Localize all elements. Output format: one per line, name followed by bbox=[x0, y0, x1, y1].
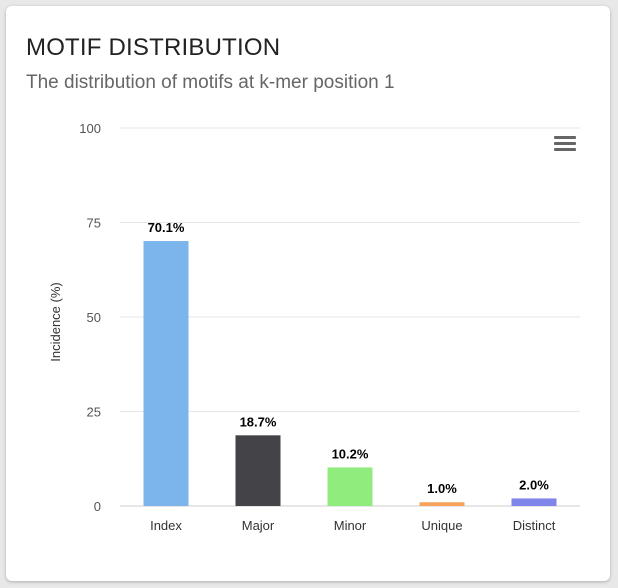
data-label: 1.0% bbox=[427, 481, 457, 496]
bar-series bbox=[143, 241, 557, 506]
menu-line bbox=[554, 148, 576, 151]
data-label: 18.7% bbox=[240, 414, 277, 429]
menu-line bbox=[554, 142, 576, 145]
bar-distinct[interactable] bbox=[511, 498, 557, 506]
chart-card: MOTIF DISTRIBUTION The distribution of m… bbox=[6, 6, 610, 581]
x-tick-label: Distinct bbox=[513, 518, 556, 533]
y-axis-label: Incidence (%) bbox=[48, 282, 63, 361]
y-tick-label: 0 bbox=[94, 499, 101, 514]
menu-line bbox=[554, 136, 576, 139]
y-tick-label: 25 bbox=[87, 405, 101, 420]
data-label: 2.0% bbox=[519, 477, 549, 492]
chart-subtitle: The distribution of motifs at k-mer posi… bbox=[26, 72, 395, 93]
x-tick-label: Major bbox=[242, 518, 275, 533]
bar-minor[interactable] bbox=[327, 467, 373, 506]
y-tick-label: 50 bbox=[87, 310, 101, 325]
chart-menu-button[interactable] bbox=[553, 134, 577, 154]
x-tick-label: Index bbox=[150, 518, 182, 533]
x-tick-label: Minor bbox=[334, 518, 367, 533]
x-axis-ticks: Index Major Minor Unique Distinct bbox=[150, 518, 556, 533]
data-label: 10.2% bbox=[332, 446, 369, 461]
bar-chart: 0 25 50 75 100 70.1% 18.7% 10.2% 1.0% 2.0% Index… bbox=[48, 121, 580, 533]
y-axis-ticks: 0 25 50 75 100 bbox=[79, 121, 101, 514]
y-tick-label: 75 bbox=[87, 216, 101, 231]
bar-index[interactable] bbox=[143, 241, 189, 506]
x-tick-label: Unique bbox=[421, 518, 462, 533]
data-labels: 70.1% 18.7% 10.2% 1.0% 2.0% bbox=[148, 220, 550, 496]
data-label: 70.1% bbox=[148, 220, 185, 235]
bar-unique[interactable] bbox=[419, 502, 465, 506]
chart-title: MOTIF DISTRIBUTION bbox=[26, 34, 281, 61]
y-tick-label: 100 bbox=[79, 121, 101, 136]
bar-major[interactable] bbox=[235, 435, 281, 506]
